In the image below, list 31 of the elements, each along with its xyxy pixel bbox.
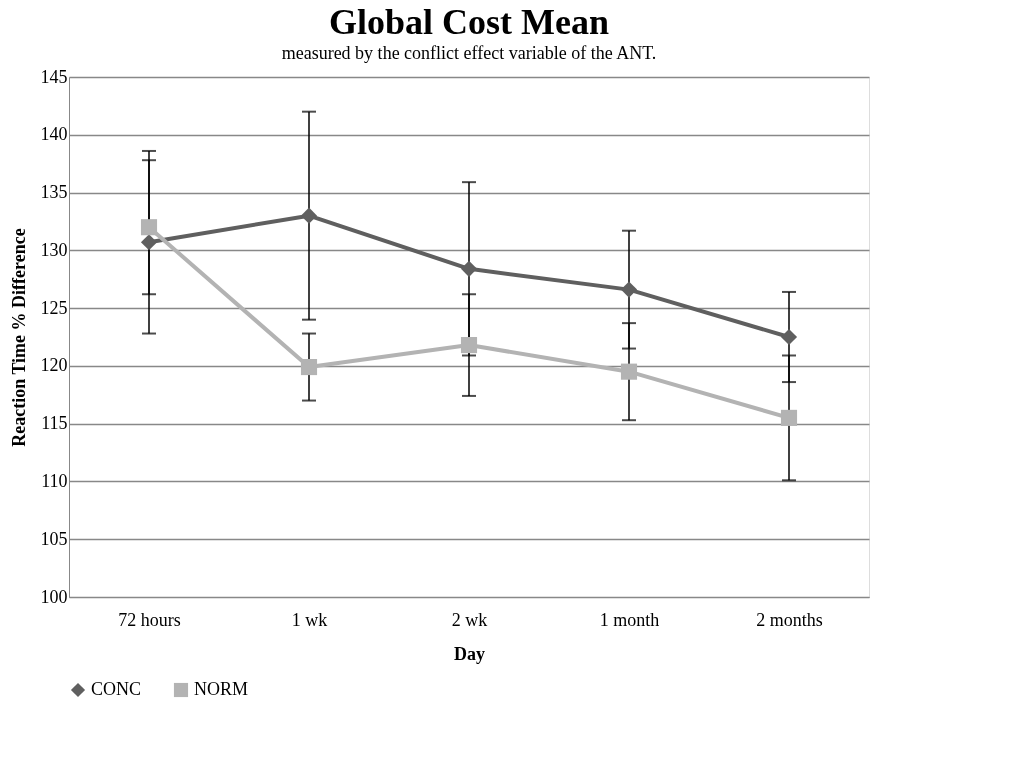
point — [300, 207, 318, 224]
x-tick-label: 2 wk — [451, 609, 488, 630]
y-tick-label: 130 — [40, 239, 68, 260]
y-axis-title: Reaction Time % Difference — [8, 228, 29, 447]
point — [140, 234, 158, 251]
legend-label: NORM — [194, 679, 249, 699]
y-tick-label: 110 — [41, 470, 68, 491]
y-tick-label: 120 — [40, 355, 68, 376]
x-tick-label: 1 month — [599, 609, 660, 630]
point — [780, 328, 798, 346]
y-tick-label: 100 — [40, 586, 68, 607]
y-tick-label: 135 — [40, 182, 68, 203]
y-tick-label: 125 — [40, 297, 68, 318]
point — [300, 358, 318, 376]
point — [780, 409, 798, 426]
point — [620, 363, 638, 380]
y-tick-label: 115 — [41, 413, 68, 434]
text: measured by the conflict effect variable of the ANT. — [281, 43, 657, 63]
x-axis-title: Day — [454, 643, 485, 664]
y-tick-label: 140 — [40, 124, 68, 145]
point — [140, 219, 158, 236]
x-tick-label: 2 months — [756, 609, 823, 630]
y-tick-label: 145 — [40, 66, 68, 87]
point — [460, 337, 478, 354]
y-tick-label: 105 — [40, 528, 68, 549]
point — [620, 281, 638, 298]
chart-title: Global Cost Mean — [328, 2, 610, 42]
legend-label: CONC — [91, 679, 142, 699]
point — [460, 260, 478, 277]
x-tick-label: 72 hours — [118, 609, 181, 630]
x-tick-label: 1 wk — [291, 609, 328, 630]
